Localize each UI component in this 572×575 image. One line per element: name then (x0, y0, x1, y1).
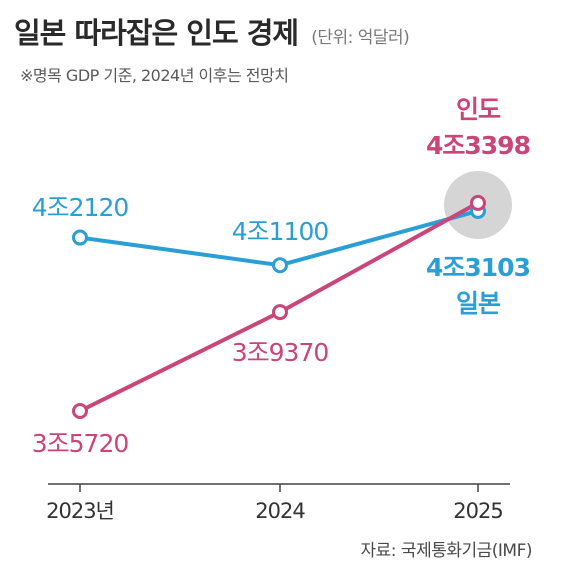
data-label-india-0: 3조5720 (32, 429, 129, 458)
x-tick-label-1: 2024 (255, 499, 305, 523)
data-label-india-2: 4조3398 (426, 131, 530, 160)
data-label-japan-0: 4조2120 (32, 193, 129, 222)
x-tick-label-0: 2023년 (46, 499, 114, 523)
chart-note: ※명목 GDP 기준, 2024년 이후는 전망치 (20, 66, 289, 85)
title-row: 일본 따라잡은 인도 경제 (단위: 억달러) (14, 10, 410, 52)
x-tick-label-2: 2025 (453, 499, 502, 523)
point-japan-1 (272, 257, 288, 274)
point-india-1 (272, 304, 288, 321)
source-label: 자료: 국제통화기금(IMF) (360, 541, 533, 561)
data-label-japan-1: 4조1100 (232, 217, 329, 246)
point-india-0 (72, 403, 88, 419)
chart-title: 일본 따라잡은 인도 경제 (14, 16, 299, 50)
unit-label: (단위: 억달러) (311, 28, 410, 48)
data-label-india-1: 3조9370 (232, 338, 329, 367)
point-japan-0 (72, 229, 88, 246)
data-label-japan-2: 4조3103 (426, 253, 530, 282)
point-india-2 (470, 194, 486, 211)
series-name-india: 인도 (456, 95, 501, 124)
series-name-japan: 일본 (456, 289, 501, 318)
